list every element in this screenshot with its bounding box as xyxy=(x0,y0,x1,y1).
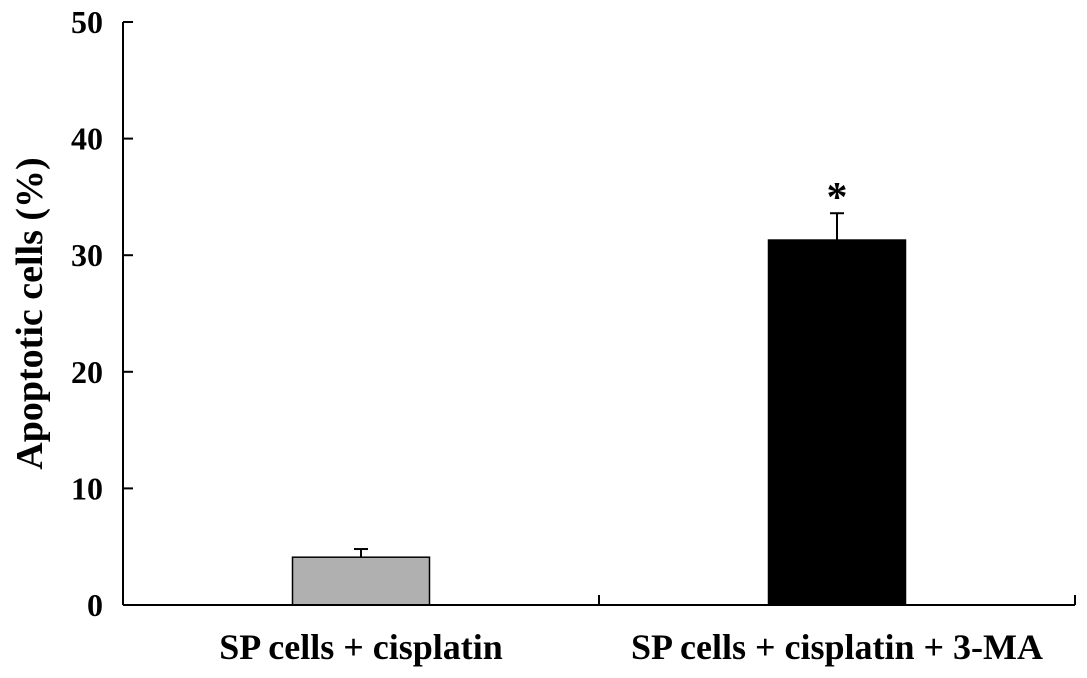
x-category-label: SP cells + cisplatin + 3-MA xyxy=(631,627,1043,667)
significance-marker: * xyxy=(827,175,848,221)
y-tick-label: 0 xyxy=(87,587,103,623)
bar xyxy=(767,239,907,606)
y-tick-label: 10 xyxy=(71,470,103,506)
error-bars xyxy=(354,212,844,558)
x-axis-ticks: SP cells + cisplatin SP cells + cisplatin… xyxy=(219,595,1076,667)
y-tick-label: 30 xyxy=(71,237,103,273)
x-category-label: SP cells + cisplatin xyxy=(219,627,503,667)
annotations: * xyxy=(827,175,848,221)
bars xyxy=(291,239,907,606)
bar xyxy=(291,556,431,606)
y-tick-label: 20 xyxy=(71,354,103,390)
y-tick-label: 50 xyxy=(71,4,103,40)
y-tick-label: 40 xyxy=(71,121,103,157)
y-axis-title: Apoptotic cells (%) xyxy=(9,157,51,469)
y-axis-ticks: 0 10 20 30 40 50 xyxy=(71,4,133,623)
